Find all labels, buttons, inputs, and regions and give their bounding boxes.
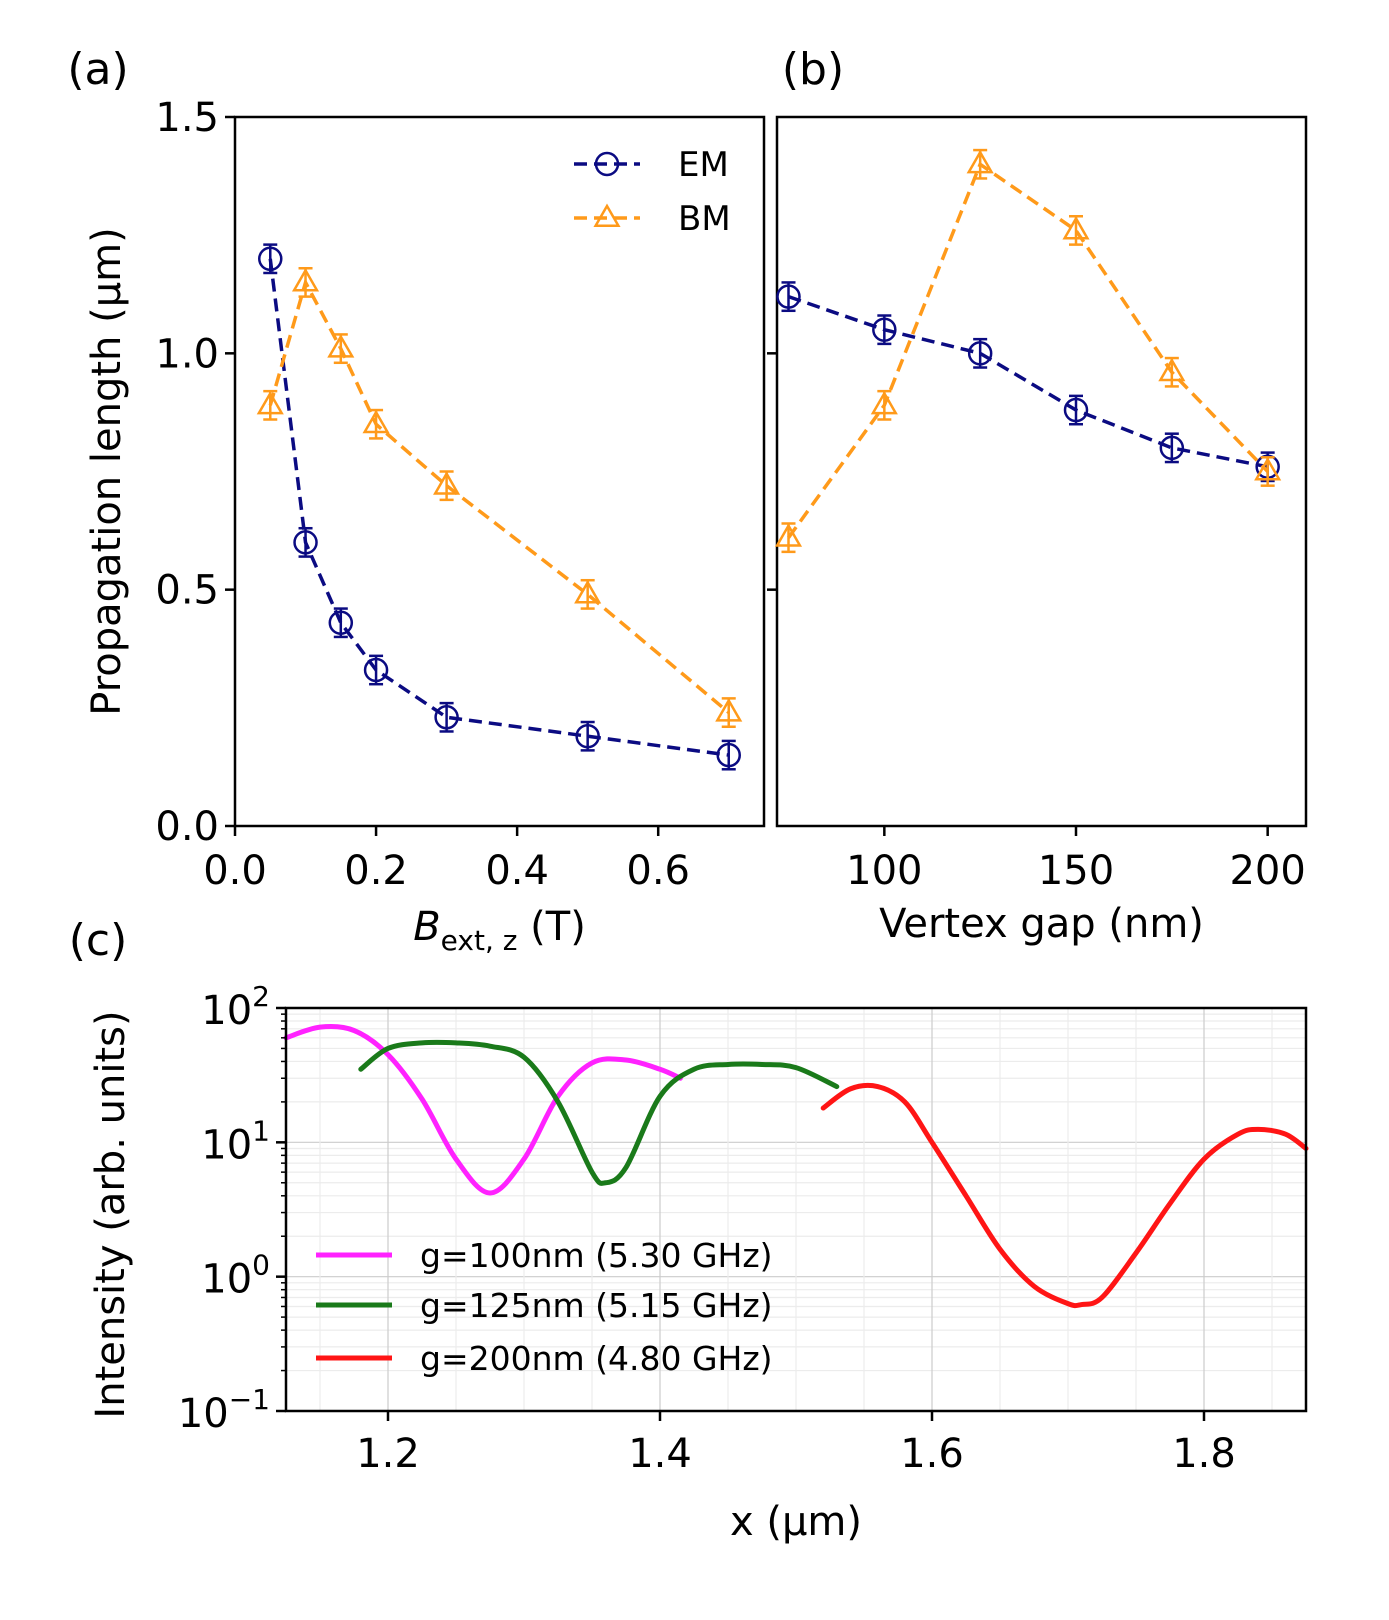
x-axis-label-c: x (μm) — [730, 1499, 862, 1545]
y-tick-exponent: 1 — [252, 1114, 270, 1147]
x-axis-label-symbol: B — [413, 904, 440, 950]
y-tick-label-a: 0.0 — [155, 804, 219, 850]
y-tick-label-c: 100 — [201, 1249, 270, 1303]
legend-c: g=100nm (5.30 GHz) g=125nm (5.15 GHz) g=20… — [316, 1236, 773, 1378]
plot-frame-a — [233, 115, 766, 828]
data-point-em — [258, 246, 283, 272]
panel-a: 0.0 0.2 0.4 0.6 0.0 0.5 1.0 1.5 — [155, 95, 766, 894]
x-axis-label-b: Vertex gap (nm) — [879, 901, 1204, 947]
y-tick-base: 10 — [178, 1391, 229, 1437]
panel-label-c: (c) — [69, 915, 128, 966]
data-point-em — [363, 657, 389, 683]
data-point-em — [967, 341, 993, 366]
series-line-bm — [268, 277, 730, 714]
data-point-em — [776, 284, 801, 309]
x-tick-label-b: 100 — [846, 848, 922, 894]
y-tick-exponent: 2 — [252, 980, 270, 1013]
series-curve-g200 — [820, 1082, 1309, 1309]
x-tick-label-a: 0.6 — [626, 848, 690, 894]
y-tick-label-a: 1.0 — [155, 331, 219, 377]
plot-frame-c — [284, 1006, 1308, 1413]
x-tick-label-a: 0.0 — [203, 848, 267, 894]
data-point-em — [872, 317, 897, 342]
x-tick-label-a: 0.4 — [485, 848, 549, 894]
x-tick-label-c: 1.2 — [356, 1431, 420, 1477]
legend-marker-em — [594, 151, 620, 177]
series-line-em — [787, 294, 1269, 469]
x-tick-label-c: 1.6 — [900, 1431, 964, 1477]
y-tick-base: 10 — [201, 1257, 252, 1303]
panel-b: 100 150 200 — [767, 115, 1308, 894]
y-tick-label-a: 0.5 — [155, 568, 219, 614]
series-curve-g100 — [283, 1023, 683, 1196]
data-point-em — [716, 742, 741, 768]
data-point-bm — [362, 409, 390, 434]
legend-label-g200: g=200nm (4.80 GHz) — [420, 1339, 773, 1378]
x-axis-label-unit: (T) — [517, 904, 585, 950]
data-point-bm — [870, 390, 898, 415]
data-point-bm — [715, 698, 743, 722]
y-tick-exponent: −1 — [229, 1383, 270, 1416]
panel-label-a: (a) — [67, 44, 128, 95]
data-point-bm — [256, 390, 284, 415]
x-tick-label-c: 1.8 — [1172, 1431, 1236, 1477]
y-tick-label-c: 101 — [201, 1114, 270, 1168]
data-point-em — [1159, 435, 1185, 461]
x-tick-label-a: 0.2 — [344, 848, 408, 894]
x-axis-label-subscript: ext, z — [441, 924, 518, 957]
data-point-bm — [1062, 215, 1090, 240]
y-axis-label-c: Intensity (arb. units) — [88, 1010, 134, 1418]
data-point-em — [1063, 397, 1089, 423]
x-axis-label-a: Bext, z (T) — [413, 904, 586, 957]
panel-label-b: (b) — [782, 44, 844, 95]
y-tick-exponent: 0 — [252, 1249, 270, 1282]
data-point-em — [575, 723, 600, 749]
legend-marker-bm — [593, 203, 621, 228]
y-tick-label-a: 1.5 — [155, 95, 219, 141]
data-point-bm — [966, 149, 994, 174]
y-axis-label-a: Propagation length (μm) — [84, 227, 130, 715]
data-point-bm — [1158, 357, 1186, 382]
x-tick-label-b: 200 — [1229, 848, 1305, 894]
data-point-em — [434, 705, 459, 730]
legend-label-g100: g=100nm (5.30 GHz) — [420, 1236, 773, 1275]
data-point-em — [293, 530, 318, 555]
data-point-bm — [327, 334, 355, 358]
data-point-bm — [574, 579, 602, 604]
legend-label-em: EM — [678, 145, 729, 185]
data-point-bm — [291, 267, 320, 292]
legend-label-g125: g=125nm (5.15 GHz) — [420, 1286, 773, 1325]
series-line-bm — [787, 161, 1269, 539]
y-tick-base: 10 — [201, 1122, 252, 1168]
series-curve-g125 — [358, 1039, 840, 1186]
data-point-bm — [774, 523, 803, 547]
data-point-em — [328, 610, 354, 636]
data-point-bm — [1254, 456, 1282, 481]
plot-frame-b — [775, 115, 1308, 828]
x-tick-label-b: 150 — [1038, 848, 1114, 894]
legend-a: EM BM — [574, 145, 731, 239]
legend-label-bm: BM — [678, 199, 731, 239]
y-tick-label-c: 102 — [201, 980, 270, 1034]
data-point-bm — [433, 471, 461, 495]
y-tick-base: 10 — [201, 988, 252, 1034]
x-tick-label-c: 1.4 — [628, 1431, 692, 1477]
y-tick-label-c: 10−1 — [178, 1383, 270, 1437]
